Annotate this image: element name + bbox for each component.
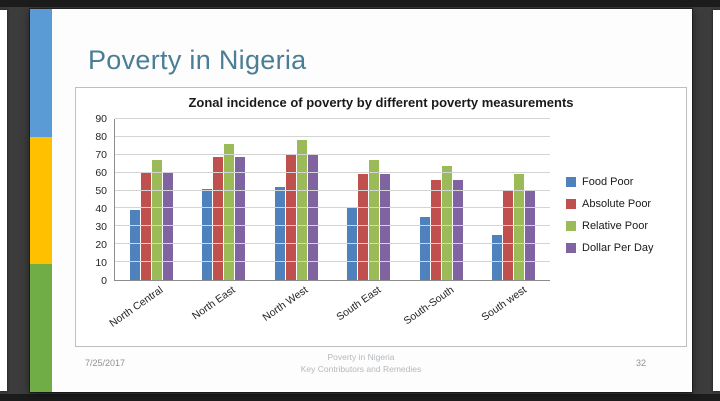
y-tick-label: 10: [95, 257, 107, 270]
slide: Poverty in Nigeria Zonal incidence of po…: [30, 9, 692, 393]
chart-legend: Food Poor Absolute Poor Relative Poor Dolla…: [550, 119, 678, 344]
plot-wrap: North Central North East North West South E…: [107, 118, 551, 344]
legend-swatch: [566, 198, 576, 209]
chart: Zonal incidence of poverty by different …: [75, 87, 687, 347]
gridline: [115, 225, 550, 227]
bar: [452, 179, 463, 280]
bar: [285, 154, 296, 280]
y-tick-label: 20: [95, 239, 107, 252]
bar-group-north-east: [188, 119, 261, 280]
legend-item: Relative Poor: [566, 220, 678, 232]
legend-item: Food Poor: [566, 176, 678, 188]
gridline: [115, 118, 550, 119]
plot-area: [114, 118, 551, 281]
bar-group-north-west: [260, 119, 333, 280]
bar: [503, 190, 514, 280]
y-tick-label: 60: [95, 167, 107, 179]
y-tick-label: 80: [95, 131, 107, 144]
y-tick-label: 0: [101, 275, 107, 287]
x-axis-label: North Central: [107, 284, 166, 330]
gridline: [115, 261, 550, 263]
bar-group-south-east: [333, 119, 406, 280]
band-segment-green: [30, 264, 52, 393]
footer-center: Poverty in Nigeria Key Contributors and …: [30, 352, 692, 376]
legend-label: Relative Poor: [582, 219, 649, 232]
x-axis-label: North West: [260, 284, 311, 324]
legend-label: Absolute Poor: [582, 197, 652, 210]
bar: [430, 179, 441, 280]
footer-title: Poverty in Nigeria: [327, 352, 395, 363]
gridline: [115, 189, 550, 191]
x-axis-labels: North Central North East North West South E…: [107, 281, 550, 339]
x-axis-label: South East: [334, 284, 384, 324]
gridline: [115, 207, 550, 209]
bar-group-south-west: [478, 119, 551, 280]
bar: [296, 140, 307, 280]
y-tick-label: 70: [95, 149, 107, 161]
gridline: [115, 135, 550, 137]
bar: [129, 210, 140, 280]
legend-swatch: [566, 242, 576, 253]
viewer-chrome-top: [0, 0, 720, 7]
x-axis-label: South west: [479, 284, 529, 324]
legend-label: Dollar Per Day: [582, 241, 654, 254]
bar: [419, 217, 430, 280]
bar: [224, 144, 235, 280]
slide-number: 32: [635, 358, 646, 368]
chart-body: 0 10 20 30 40 50 60 70 80 90 North Central North E…: [84, 113, 678, 344]
band-segment-yellow: [30, 136, 52, 265]
legend-swatch: [566, 220, 576, 231]
y-axis: 0 10 20 30 40 50 60 70 80 90: [84, 113, 114, 287]
gridline: [115, 243, 550, 245]
next-slide-edge[interactable]: [713, 10, 720, 391]
legend-swatch: [566, 176, 576, 187]
bar: [492, 235, 503, 280]
bar: [441, 165, 452, 280]
bar: [525, 190, 536, 280]
bar: [369, 160, 380, 280]
x-axis-label: North East: [190, 284, 238, 323]
y-tick-label: 90: [95, 113, 107, 125]
bar: [235, 156, 246, 280]
legend-label: Food Poor: [582, 175, 634, 188]
bar-group-south-south: [405, 119, 478, 280]
previous-slide-edge[interactable]: [0, 10, 7, 391]
footer-date: 7/25/2017: [85, 358, 126, 368]
bar: [358, 174, 369, 280]
gridline: [115, 153, 550, 155]
y-tick-label: 40: [95, 203, 107, 216]
x-axis-label: South-South: [401, 284, 456, 328]
bar: [213, 156, 224, 280]
chart-title: Zonal incidence of poverty by different …: [188, 95, 574, 110]
legend-item: Absolute Poor: [566, 198, 678, 210]
viewer-chrome-bottom: [0, 394, 720, 401]
bar: [307, 154, 318, 280]
bar: [151, 160, 162, 280]
band-segment-blue: [30, 9, 52, 137]
y-tick-label: 50: [95, 185, 107, 197]
bar: [274, 186, 285, 280]
y-tick-label: 30: [95, 221, 107, 233]
gridline: [115, 171, 550, 173]
slide-title: Poverty in Nigeria: [88, 45, 307, 75]
bar: [514, 174, 525, 280]
bar: [202, 188, 213, 280]
bar: [380, 174, 391, 280]
bar-group-north-central: [115, 119, 188, 280]
accent-band: [30, 9, 52, 393]
legend-item: Dollar Per Day: [566, 242, 678, 254]
footer-subtitle: Key Contributors and Remedies: [300, 364, 422, 375]
